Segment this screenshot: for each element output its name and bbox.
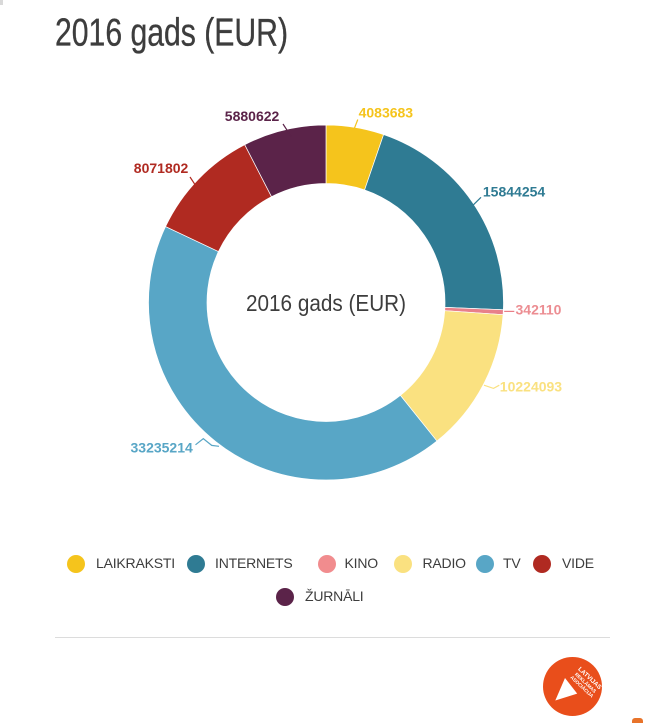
svg-text:342110: 342110 bbox=[516, 302, 562, 318]
svg-text:33235214: 33235214 bbox=[131, 439, 194, 455]
svg-text:5880622: 5880622 bbox=[225, 108, 280, 124]
svg-text:10224093: 10224093 bbox=[500, 378, 563, 394]
svg-text:15844254: 15844254 bbox=[483, 184, 546, 200]
svg-text:8071802: 8071802 bbox=[134, 160, 189, 176]
svg-text:4083683: 4083683 bbox=[359, 105, 414, 121]
svg-text:2016 gads (EUR): 2016 gads (EUR) bbox=[246, 290, 406, 316]
svg-text:2016 gads (EUR): 2016 gads (EUR) bbox=[55, 11, 288, 54]
